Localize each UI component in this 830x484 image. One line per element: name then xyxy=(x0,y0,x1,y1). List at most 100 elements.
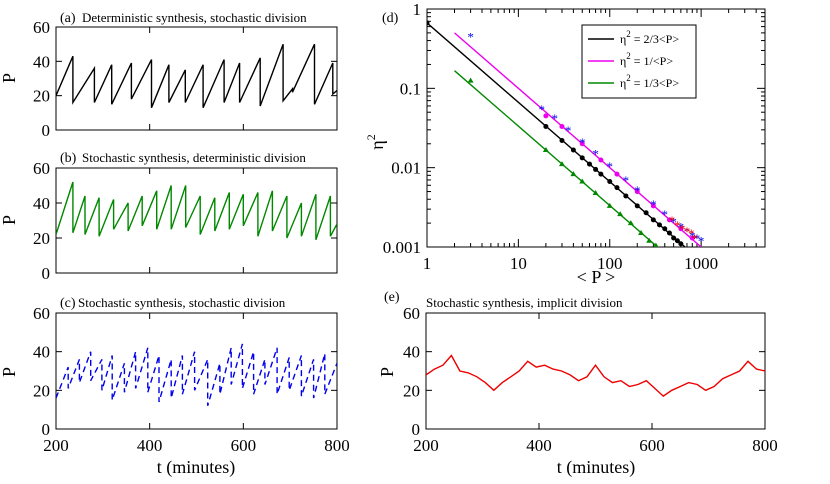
d-point-2-5 xyxy=(592,189,599,195)
plot-frame-b xyxy=(55,167,338,274)
d-point-1-1 xyxy=(559,124,565,130)
x-ticks-b xyxy=(55,168,338,273)
svg-text:η2: η2 xyxy=(364,134,387,149)
y-axis-label-e: P xyxy=(377,367,397,377)
y-tick-label-a-0: 0 xyxy=(42,121,51,140)
d-fit-line-2 xyxy=(454,70,658,247)
d-point-1-8 xyxy=(678,226,684,232)
y-ticks-b: 0 20 40 60 xyxy=(33,159,337,283)
d-star-4-1: * xyxy=(674,218,681,233)
y-axis-label-d-sup: 2 xyxy=(364,134,378,140)
d-point-0-3 xyxy=(570,147,576,153)
d-star-4-2: * xyxy=(679,222,686,237)
d-point-2-2 xyxy=(558,161,565,167)
d-fit-line-1 xyxy=(454,32,702,247)
d-x-tick-label-3: 1000 xyxy=(684,254,718,273)
y-tick-label-e-0: 0 xyxy=(412,420,421,439)
d-point-0-19 xyxy=(678,241,684,247)
series-line-b xyxy=(56,181,337,241)
x-tick-label-c-3: 800 xyxy=(324,436,350,455)
d-point-1-0 xyxy=(543,113,549,119)
x-tick-label-e-0: 200 xyxy=(413,436,439,455)
series-d: *********** * * ********** xyxy=(427,20,704,247)
d-y-tick-label-3: 1 xyxy=(413,0,422,19)
d-point-0-13 xyxy=(650,217,656,223)
d-point-0-14 xyxy=(656,222,662,228)
d-point-2-3 xyxy=(570,171,577,177)
legend-eta-1: η xyxy=(620,54,626,68)
y-tick-label-e-2: 40 xyxy=(403,343,420,362)
d-star-3-0: * xyxy=(467,30,474,45)
panel-title-e: Stochastic synthesis, implicit division xyxy=(426,295,623,310)
d-star-3-14: * xyxy=(689,228,696,243)
d-point-1-7 xyxy=(666,217,672,223)
d-point-2-1 xyxy=(542,146,549,152)
panel-a: (a) Deterministic synthesis, stochastic … xyxy=(0,10,338,140)
d-star-4-5: * xyxy=(691,231,698,246)
y-tick-label-c-3: 60 xyxy=(33,304,50,323)
x-tick-label-c-0: 200 xyxy=(43,436,69,455)
d-point-0-15 xyxy=(662,226,668,232)
panel-title-b: Stochastic synthesis, deterministic divi… xyxy=(82,150,306,165)
panel-title-a: Deterministic synthesis, stochastic divi… xyxy=(82,10,307,25)
legend-text-0: = 2/3<P> xyxy=(631,32,680,46)
x-ticks-a xyxy=(55,27,338,130)
series-c xyxy=(56,343,337,406)
panel-b: (b) Stochastic synthesis, deterministic … xyxy=(0,150,338,283)
panel-label-e: (e) xyxy=(384,290,400,305)
series-line-e xyxy=(426,354,765,397)
d-point-1-6 xyxy=(650,203,656,209)
d-point-0-7 xyxy=(598,171,604,177)
panel-label-b: (b) xyxy=(60,151,77,166)
d-point-0-11 xyxy=(634,203,640,209)
d-point-2-11 xyxy=(653,242,659,247)
panel-c: (c) Stochastic synthesis, stochastic div… xyxy=(0,295,350,478)
y-tick-label-c-1: 20 xyxy=(33,381,50,400)
x-axis-label-c: t (minutes) xyxy=(157,457,236,478)
d-point-0-12 xyxy=(643,210,649,216)
d-star-3-11: * xyxy=(670,214,677,229)
legend-text-2: = 1/3<P> xyxy=(631,76,680,90)
d-star-3-12: * xyxy=(678,220,685,235)
d-star-3-1: * xyxy=(538,102,545,117)
d-star-3-4: * xyxy=(579,135,586,150)
d-star-3-2: * xyxy=(551,111,558,126)
panel-e: (e) Stochastic synthesis, implicit divis… xyxy=(377,290,778,478)
d-point-0-2 xyxy=(559,138,565,144)
legend-sup-0: 2 xyxy=(626,29,631,39)
y-tick-label-a-2: 40 xyxy=(33,52,50,71)
d-y-tick-label-2: 0.1 xyxy=(400,79,421,98)
d-point-2-6 xyxy=(606,202,613,208)
x-axis-label-e: t (minutes) xyxy=(557,457,636,478)
legend: η2 = 2/3<P>η2 = 1/<P>η2 = 1/3<P> xyxy=(581,24,697,99)
d-point-0-5 xyxy=(586,161,592,167)
legend-label-0: η2 = 2/3<P> xyxy=(620,29,679,46)
y-tick-label-a-3: 60 xyxy=(33,18,50,37)
d-x-tick-label-2: 100 xyxy=(597,254,623,273)
x-tick-label-e-1: 400 xyxy=(526,436,552,455)
panel-label-d: (d) xyxy=(382,11,399,26)
y-axis-label-b: P xyxy=(0,215,19,225)
d-point-1-9 xyxy=(689,235,695,241)
d-x-tick-label-0: 1 xyxy=(423,254,432,273)
d-point-0-1 xyxy=(543,124,549,130)
x-tick-label-c-2: 600 xyxy=(231,436,257,455)
y-tick-label-b-1: 20 xyxy=(33,229,50,248)
d-point-0-0 xyxy=(427,20,430,26)
d-point-1-5 xyxy=(634,189,640,195)
y-tick-label-b-3: 60 xyxy=(33,159,50,178)
x-ticks-e: 200 400 600 800 xyxy=(413,313,778,455)
d-y-tick-label-1: 0.01 xyxy=(391,159,421,178)
d-y-tick-label-0: 0.001 xyxy=(383,238,421,257)
panel-label-c: (c) xyxy=(60,296,76,311)
d-point-2-7 xyxy=(617,211,624,217)
legend-eta-2: η xyxy=(620,76,626,90)
legend-sup-2: 2 xyxy=(626,73,631,83)
d-point-1-3 xyxy=(598,157,604,163)
y-tick-label-b-0: 0 xyxy=(42,264,51,283)
x-tick-label-c-1: 400 xyxy=(137,436,163,455)
legend-sup-1: 2 xyxy=(626,51,631,61)
d-star-3-8: * xyxy=(634,183,641,198)
series-e xyxy=(426,354,765,397)
